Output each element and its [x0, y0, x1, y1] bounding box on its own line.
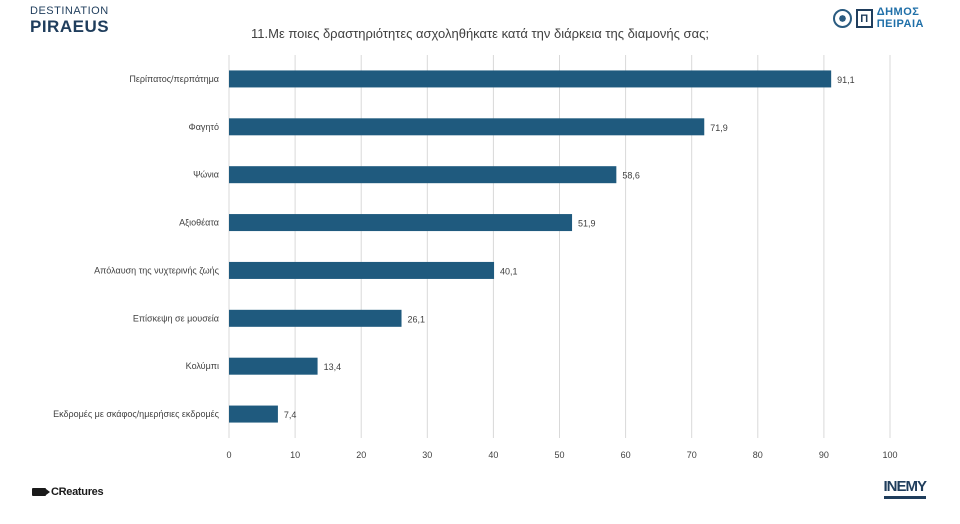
creatures-text: CReatures [51, 486, 104, 498]
dimos-text: ΔΗΜΟΣ ΠΕΙΡΑΙΑ [876, 6, 924, 30]
category-label: Εκδρομές με σκάφος/ημερήσιες εκδρομές [53, 409, 220, 419]
category-label: Απόλαυση της νυχτερινής ζωής [94, 265, 220, 275]
x-tick-label: 0 [226, 450, 231, 460]
seal-icon [832, 9, 852, 29]
x-tick-label: 30 [422, 450, 432, 460]
data-label: 51,9 [578, 219, 596, 229]
data-label: 13,4 [324, 362, 342, 372]
bar [229, 70, 832, 88]
pi-mark-icon: Π [855, 9, 873, 29]
logo-left-line1: DESTINATION [30, 5, 109, 17]
logo-right-line1: ΔΗΜΟΣ [876, 6, 920, 18]
inemy-underline [884, 496, 926, 499]
chart-title: 11.Με ποιες δραστηριότητες ασχοληθήκατε … [251, 26, 709, 41]
category-label: Αξιοθέατα [179, 218, 219, 228]
data-label: 58,6 [622, 171, 640, 181]
logo-right-line2: ΠΕΙΡΑΙΑ [876, 17, 924, 30]
bar [229, 166, 617, 184]
bar [229, 118, 705, 136]
x-tick-label: 60 [621, 450, 631, 460]
category-label: Περίπατος/περπάτημα [129, 74, 219, 84]
x-tick-label: 70 [687, 450, 697, 460]
data-label: 7,4 [284, 410, 297, 420]
bar [229, 405, 278, 423]
camera-icon [32, 488, 50, 496]
x-tick-label: 80 [753, 450, 763, 460]
x-tick-label: 40 [488, 450, 498, 460]
data-label: 40,1 [500, 266, 518, 276]
dimos-peiraia-logo: Π ΔΗΜΟΣ ΠΕΙΡΑΙΑ [832, 6, 924, 30]
data-label: 71,9 [710, 123, 728, 133]
bar [229, 214, 573, 232]
x-tick-label: 10 [290, 450, 300, 460]
bar [229, 357, 318, 375]
inemy-logo: INEMY [883, 478, 927, 499]
category-label: Φαγητό [189, 122, 219, 132]
destination-piraeus-logo: DESTINATION PIRAEUS [30, 5, 110, 36]
category-label: Επίσκεψη σε μουσεία [133, 313, 219, 323]
x-tick-label: 20 [356, 450, 366, 460]
data-label: 26,1 [408, 314, 426, 324]
x-tick-label: 50 [554, 450, 564, 460]
x-tick-label: 90 [819, 450, 829, 460]
logo-left-line2: PIRAEUS [30, 17, 110, 36]
category-label: Κολύμπι [186, 361, 219, 371]
category-label: Ψώνια [193, 170, 219, 180]
inemy-text: INEMY [883, 478, 927, 495]
data-label: 91,1 [837, 75, 855, 85]
x-tick-label: 100 [882, 450, 897, 460]
bar [229, 309, 402, 327]
creatures-logo: CReatures [32, 486, 104, 498]
bar [229, 261, 495, 279]
